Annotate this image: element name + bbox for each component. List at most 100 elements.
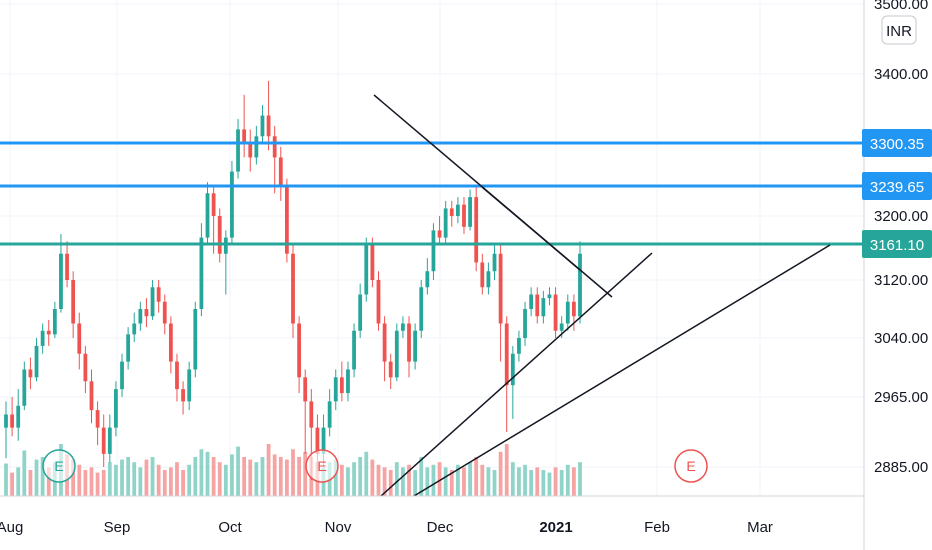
earnings-event-marker[interactable] <box>42 449 76 483</box>
candle-body <box>480 262 485 288</box>
candle-body <box>431 230 436 272</box>
x-axis-ticks: Aug Sep Oct Nov Dec 2021 Feb Mar <box>0 519 773 536</box>
candle-body <box>462 204 466 227</box>
candle-body <box>10 414 14 428</box>
candle-body <box>535 294 540 317</box>
candle-body <box>205 193 210 238</box>
candle-body <box>4 414 8 428</box>
y-tick-label: 3040.00 <box>874 330 928 347</box>
trendline-3[interactable] <box>481 186 581 271</box>
candle-body <box>578 253 582 317</box>
volume-bar <box>16 467 21 496</box>
candle-body <box>217 216 222 254</box>
candle-body <box>254 136 259 158</box>
candle-body <box>162 301 167 324</box>
candle-body <box>77 323 82 354</box>
earnings-event-marker[interactable] <box>674 449 708 483</box>
volume-bar <box>352 462 356 496</box>
volume-bar <box>346 467 350 496</box>
volume-bar <box>437 462 442 496</box>
candle-body <box>199 237 204 309</box>
candle-body <box>498 253 503 324</box>
candle-body <box>22 369 27 406</box>
earnings-event-label: E <box>54 458 63 474</box>
candle-body <box>107 427 112 454</box>
candle-body <box>242 129 247 144</box>
currency-label: INR <box>886 23 912 40</box>
candle-body <box>40 330 45 346</box>
candle-body <box>529 294 534 309</box>
volume-bar <box>413 470 418 496</box>
volume-bar <box>40 457 45 496</box>
candle-body <box>95 410 100 428</box>
candle-body <box>260 115 265 137</box>
candle-body <box>126 334 131 362</box>
volume-bar <box>181 470 185 496</box>
candle-body <box>101 427 106 454</box>
trendline-1[interactable] <box>380 252 653 497</box>
currency-button-frame[interactable] <box>881 15 917 45</box>
volume-bar <box>474 457 479 496</box>
trendline-2[interactable] <box>413 244 831 497</box>
volume-bar <box>535 467 540 496</box>
x-tick-label: Mar <box>747 519 773 536</box>
candle-body <box>547 294 552 299</box>
candle-body <box>339 377 344 394</box>
volume-bar <box>120 459 124 496</box>
candle-body <box>193 309 198 370</box>
volume-bar <box>156 464 161 496</box>
candle-body <box>89 381 94 411</box>
candle-body <box>285 185 289 254</box>
x-tick-label: Dec <box>427 519 454 536</box>
candle-body <box>150 287 155 317</box>
volume-bar <box>223 464 228 496</box>
candle-body <box>370 244 375 280</box>
candle-body <box>175 361 179 390</box>
volume-bar <box>431 464 436 496</box>
level-tag-2 <box>862 230 932 258</box>
volume-bar <box>297 457 301 496</box>
volume-bar <box>407 464 411 496</box>
volume-bar <box>4 463 8 496</box>
candle-body <box>425 271 430 288</box>
volume-bar <box>394 462 399 496</box>
volume-bar <box>266 444 271 496</box>
volume-bar <box>401 467 405 496</box>
candle-body <box>181 389 185 402</box>
x-tick-label: Nov <box>325 519 352 536</box>
currency-button[interactable]: INR <box>881 15 917 45</box>
volume-bar <box>193 457 198 496</box>
volume-bar <box>339 464 344 496</box>
candle-body <box>132 323 137 335</box>
horizontal-levels[interactable] <box>0 141 864 246</box>
price-tags: 3300.35 3239.65 3161.10 <box>862 129 932 258</box>
earnings-event-marker[interactable] <box>305 449 339 483</box>
candle-body <box>388 361 393 378</box>
candle-body <box>572 301 576 317</box>
candle-body <box>517 338 521 354</box>
candle-body <box>236 129 240 172</box>
volume-bar <box>455 464 460 496</box>
candle-body <box>321 427 326 454</box>
volume-bar <box>358 457 363 496</box>
volume-bar <box>28 470 33 496</box>
earnings-event-label: E <box>686 458 695 474</box>
candle-body <box>309 401 314 428</box>
candle-body <box>376 280 381 324</box>
trendlines[interactable] <box>373 94 831 497</box>
volume-bar <box>150 457 155 496</box>
candle-body <box>59 253 63 309</box>
candle-body <box>541 298 546 317</box>
candle-body <box>297 323 301 378</box>
candle-body <box>437 230 442 238</box>
candle-body <box>303 377 308 402</box>
y-tick-label: 3400.00 <box>874 66 928 83</box>
volume-bar <box>382 467 387 496</box>
candle-body <box>553 294 558 331</box>
volume-bar <box>419 457 424 496</box>
volume-bar <box>529 470 534 496</box>
volume-bar <box>46 467 51 496</box>
candle-body <box>419 287 424 331</box>
